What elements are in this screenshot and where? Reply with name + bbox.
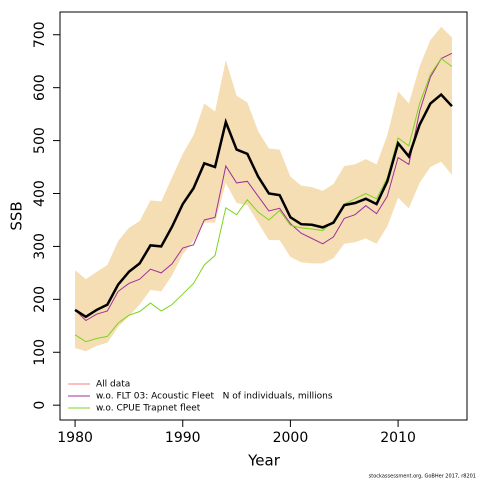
- footnote: stockassessment.org, GoBHer 2017, r8201: [369, 474, 476, 480]
- y-tick-label: 700: [32, 21, 48, 48]
- x-tick-label: 2010: [380, 430, 416, 446]
- plot-frame: [59, 11, 468, 421]
- y-axis-label: SSB: [8, 201, 26, 230]
- series-line: [74, 52, 453, 322]
- y-tick-label: 500: [32, 127, 48, 154]
- legend-label: w.o. CPUE Trapnet fleet: [96, 404, 201, 414]
- y-tick-label: 200: [32, 286, 48, 313]
- y-tick-label: 0: [32, 401, 48, 410]
- y-tick-label: 300: [32, 233, 48, 260]
- x-tick-label: 1980: [57, 430, 93, 446]
- confidence-band: [75, 26, 452, 352]
- legend-label: w.o. FLT 03: Acoustic Fleet N of individ…: [96, 392, 333, 402]
- x-axis-label: Year: [247, 452, 281, 470]
- y-tick-label: 400: [32, 180, 48, 207]
- series-line: [74, 92, 453, 319]
- y-tick-label: 600: [32, 74, 48, 101]
- x-tick-label: 2000: [273, 430, 309, 446]
- legend-label: All data: [96, 380, 130, 390]
- y-tick-label: 100: [32, 339, 48, 366]
- x-tick-label: 1990: [165, 430, 201, 446]
